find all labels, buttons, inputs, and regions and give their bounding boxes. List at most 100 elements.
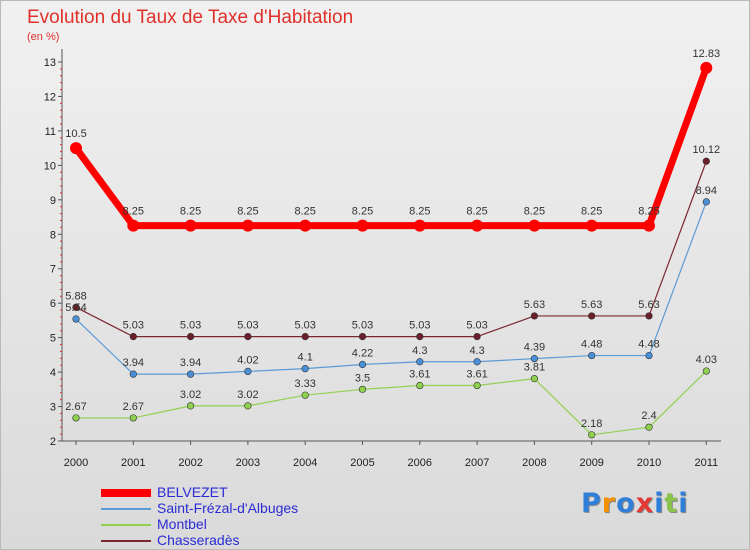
series-point-chasserades — [416, 333, 424, 341]
x-tick-label: 2007 — [465, 457, 489, 469]
y-tick-label: 10 — [44, 160, 56, 172]
y-tick-label: 7 — [50, 264, 56, 276]
series-point-belvezet — [70, 142, 82, 155]
series-point-belvezet — [356, 219, 369, 232]
series-point-belvezet — [643, 219, 655, 232]
data-label: 8.25 — [524, 206, 545, 218]
proxiti-logo: Proxiti — [581, 488, 689, 519]
x-tick-label: 2000 — [64, 457, 88, 469]
series-point-chasserades — [588, 312, 596, 320]
y-tick-label: 3 — [50, 402, 56, 414]
logo-letter: i — [678, 488, 689, 519]
tick-labels: 2 3 4 5 6 7 8 9 10 11 12 13 2000 2001 2002 2003 2004 2005… — [44, 57, 718, 469]
x-tick-label: 2008 — [522, 457, 546, 469]
data-label: 3.02 — [237, 389, 258, 401]
series-line-belvezet — [73, 66, 710, 230]
series-point-montbel — [530, 375, 539, 383]
data-label: 3.61 — [466, 369, 487, 381]
data-label: 4.48 — [638, 339, 659, 351]
data-label: 8.25 — [352, 206, 373, 218]
series-point-montbel — [72, 414, 80, 422]
series-point-saint-frezal — [416, 358, 424, 366]
series-point-chasserades — [702, 157, 710, 165]
data-label: 5.54 — [65, 302, 86, 314]
x-tick-label: 2003 — [236, 457, 260, 469]
data-label: 3.61 — [409, 369, 430, 381]
data-label: 2.4 — [641, 410, 656, 422]
series-point-saint-frezal — [473, 358, 481, 366]
data-label: 5.03 — [466, 320, 487, 332]
x-tick-label: 2006 — [408, 457, 432, 469]
data-label: 3.02 — [180, 389, 201, 401]
data-label: 4.22 — [352, 348, 373, 360]
series-point-montbel — [473, 381, 481, 390]
series-point-chasserades — [645, 312, 653, 320]
series-point-belvezet — [241, 219, 254, 232]
series-point-chasserades — [244, 333, 252, 341]
data-label: 8.25 — [638, 206, 659, 218]
data-label: 4.02 — [237, 354, 258, 366]
series-point-montbel — [244, 402, 252, 410]
y-tick-label: 6 — [50, 298, 56, 310]
series-point-montbel — [301, 391, 309, 399]
data-label: 8.25 — [409, 206, 430, 218]
legend-swatch-belvezet — [101, 489, 151, 497]
legend-label-montbel: Montbel — [157, 516, 207, 532]
data-label: 8.94 — [696, 185, 717, 197]
data-label: 2.18 — [581, 418, 602, 430]
y-tick-label: 2 — [50, 436, 56, 448]
series-point-belvezet — [127, 219, 140, 232]
series-point-belvezet — [700, 61, 713, 74]
series-point-saint-frezal — [301, 365, 309, 373]
series-point-saint-frezal — [588, 351, 596, 360]
data-label: 10.5 — [65, 128, 86, 140]
series-point-chasserades — [301, 333, 309, 341]
y-tick-label: 12 — [44, 91, 56, 103]
data-label: 3.33 — [294, 378, 315, 390]
data-label: 5.03 — [123, 320, 144, 332]
legend-swatch-saint-frezal — [101, 508, 151, 510]
y-tick-label: 4 — [50, 367, 56, 379]
series-point-montbel — [416, 381, 424, 390]
series-point-chasserades — [530, 312, 539, 320]
series-line-montbel — [76, 370, 707, 436]
data-label: 5.03 — [294, 320, 315, 332]
series-line-chasserades — [75, 161, 707, 338]
logo-letter: r — [601, 488, 617, 519]
y-tick-label: 8 — [50, 229, 56, 241]
series-point-montbel — [129, 414, 137, 422]
data-label: 8.25 — [237, 206, 258, 218]
series-line-saint-frezal — [75, 201, 707, 375]
series-point-montbel — [358, 385, 367, 393]
data-label: 10.12 — [693, 144, 721, 156]
series-point-montbel — [702, 367, 710, 375]
series-point-saint-frezal — [129, 370, 137, 378]
y-axis-unit-label: (en %) — [27, 31, 60, 43]
series-point-chasserades — [72, 303, 80, 311]
data-label: 3.5 — [355, 372, 370, 384]
chart-title: Evolution du Taux de Taxe d'Habitation — [27, 7, 354, 28]
series-point-montbel — [645, 423, 653, 431]
data-label: 3.94 — [180, 357, 201, 369]
data-label: 3.94 — [123, 357, 144, 369]
x-tick-label: 2004 — [293, 457, 317, 469]
series-point-saint-frezal — [645, 351, 653, 360]
series-point-belvezet — [184, 219, 197, 232]
series-point-montbel — [187, 402, 195, 410]
legend-label-chasserades: Chasseradès — [157, 532, 240, 548]
x-tick-label: 2010 — [637, 457, 661, 469]
data-label: 4.3 — [412, 345, 427, 357]
x-tick-label: 2009 — [579, 457, 603, 469]
data-label: 5.03 — [180, 320, 201, 332]
legend-swatch-montbel — [101, 524, 151, 526]
x-tick-label: 2002 — [178, 457, 202, 469]
series-point-saint-frezal — [187, 370, 195, 378]
data-label: 8.25 — [294, 206, 315, 218]
data-label: 8.25 — [581, 206, 602, 218]
series-point-saint-frezal — [244, 367, 252, 376]
data-labels: 2.67 2.67 3.02 3.02 3.33 3.5 3.61 3.61 3.81 2.18 2… — [65, 48, 720, 430]
data-label: 4.1 — [298, 352, 313, 364]
axes — [58, 49, 721, 445]
